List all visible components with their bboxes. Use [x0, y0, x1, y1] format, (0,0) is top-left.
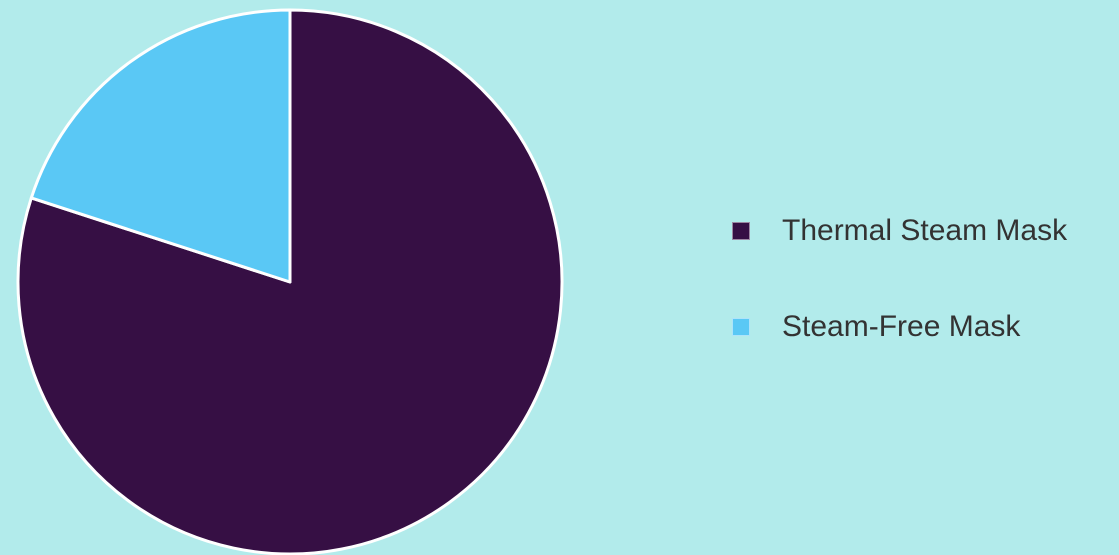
legend-item-thermal-steam-mask: Thermal Steam Mask: [732, 208, 1067, 254]
legend-swatch-steam-free-mask: [732, 318, 750, 336]
legend-label-thermal-steam-mask: Thermal Steam Mask: [782, 214, 1068, 247]
pie-slice-thermal-steam-mask: [16, 8, 564, 555]
legend-swatch-thermal-steam-mask: [732, 222, 750, 240]
legend: Thermal Steam Mask Steam-Free Mask: [732, 208, 1067, 400]
legend-label-steam-free-mask: Steam-Free Mask: [782, 310, 1021, 343]
legend-item-steam-free-mask: Steam-Free Mask: [732, 304, 1067, 350]
pie-slice-steam-free-mask: [29, 8, 292, 284]
